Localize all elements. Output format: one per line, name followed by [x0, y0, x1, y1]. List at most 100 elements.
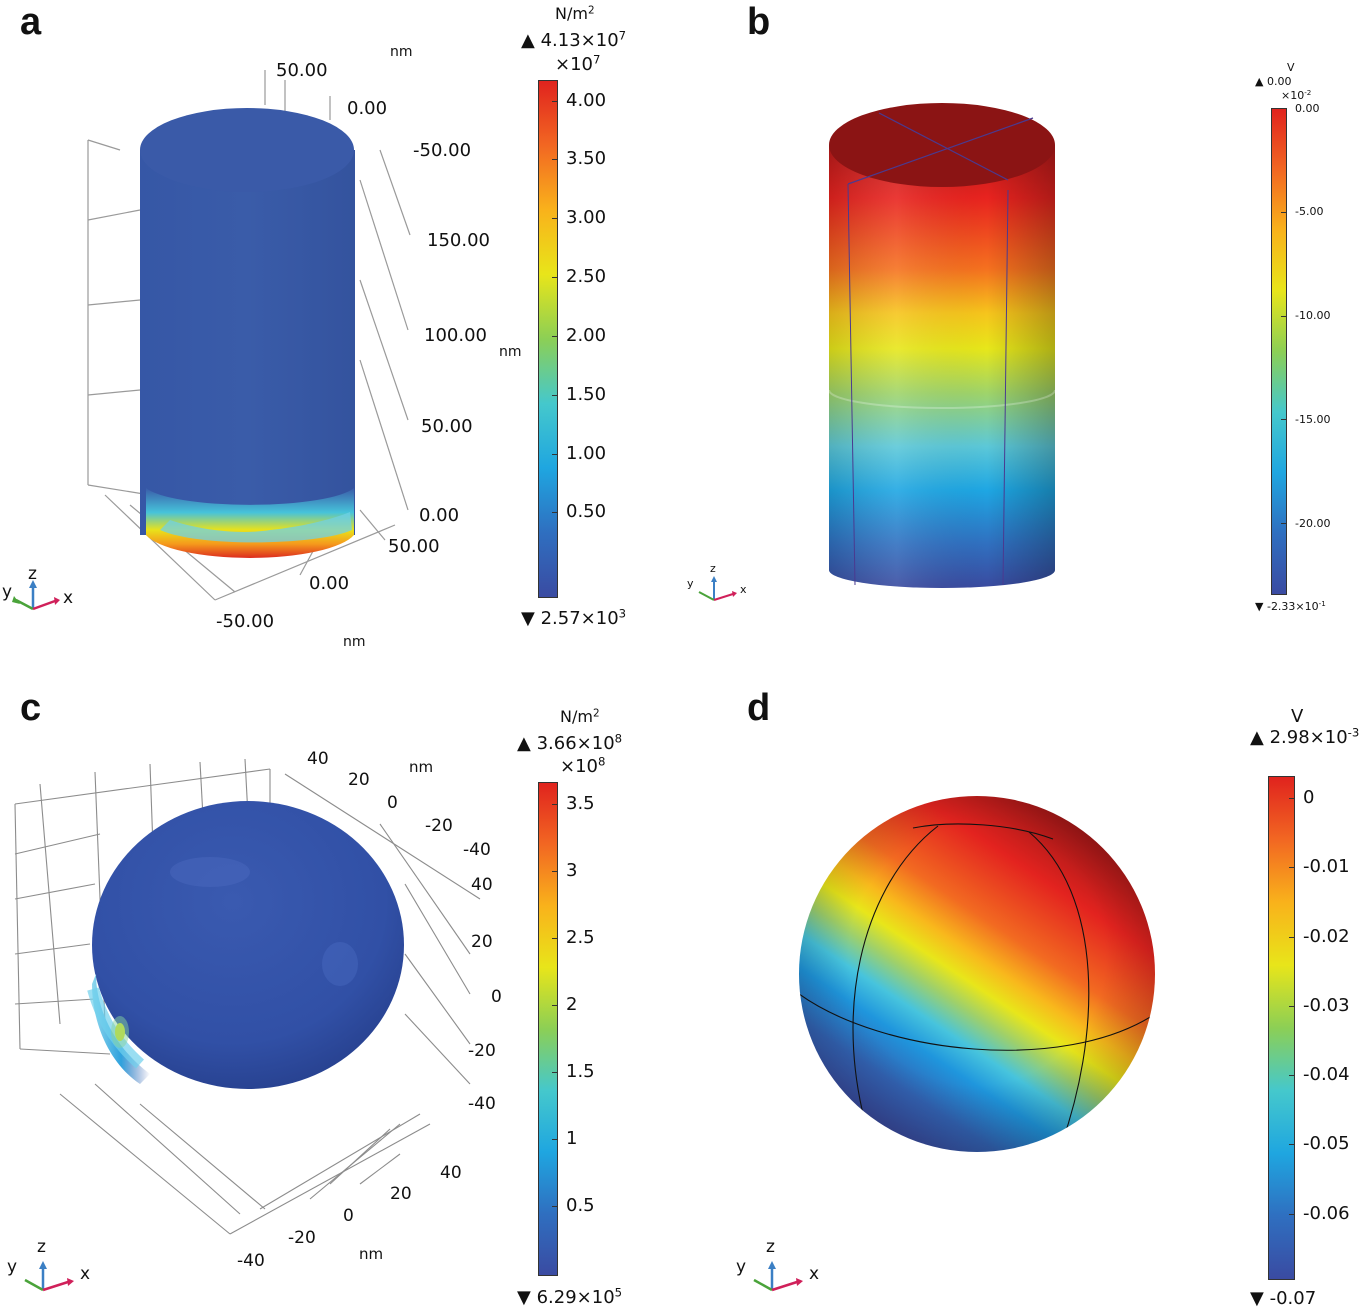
colorbar-tick-label: 2.50 [566, 266, 607, 288]
colorbar-tick-mark [1289, 1075, 1294, 1077]
axis-tick-a: 0.00 [419, 505, 460, 526]
colorbar-tick-label: 1.5 [566, 1060, 595, 1082]
colorbar-tick-label: -20.00 [1295, 516, 1331, 530]
triad-label-y-c: y [7, 1257, 18, 1277]
axis-tick-c: -20 [288, 1228, 316, 1248]
colorbar-tick-mark [552, 277, 557, 279]
colorbar-tick-mark [1289, 936, 1294, 938]
colorbar-tick-mark [552, 1138, 557, 1140]
colorbar-tick-mark [552, 218, 557, 220]
colorbar-tick-mark [1289, 798, 1294, 800]
axis-tick-a: 50.00 [388, 536, 440, 557]
cylinder-b [828, 103, 1056, 588]
min-triangle-icon: ▼ [1250, 1288, 1264, 1308]
panel-a: a [0, 0, 683, 654]
sphere-c [87, 801, 404, 1089]
axis-unit-bottom-c: nm [359, 1245, 384, 1263]
colorbar-b [1271, 108, 1287, 595]
sphere-plot-c [14, 758, 481, 1292]
cylinder-a [140, 108, 355, 558]
colorbar-max-d: ▲ 2.98×10-3 [1250, 725, 1360, 748]
triad-label-z-d: z [766, 1237, 775, 1257]
axis-tick-a: 50.00 [276, 60, 328, 81]
colorbar-d [1268, 776, 1295, 1280]
colorbar-tick-label: -10.00 [1295, 309, 1331, 323]
colorbar-tick-mark [552, 100, 557, 102]
axis-tick-c: 40 [307, 749, 329, 769]
axis-tick-c: -40 [463, 840, 491, 860]
axis-tick-a: 100.00 [424, 325, 487, 346]
axis-tick-a: -50.00 [413, 140, 472, 161]
triad-label-y-b: y [687, 577, 694, 590]
axis-tick-c: -40 [237, 1251, 265, 1271]
panel-letter-d: d [747, 687, 771, 729]
triad-label-z-b: z [710, 562, 716, 575]
triad-label-x-d: x [809, 1264, 820, 1284]
axes-grid-a [87, 70, 411, 601]
triad-label-x-a: x [63, 588, 74, 608]
axis-tick-c: 20 [348, 770, 370, 790]
max-triangle-icon: ▲ [521, 30, 535, 51]
colorbar-tick-label: 3.5 [566, 792, 595, 814]
colorbar-tick-label: -0.06 [1303, 1202, 1350, 1224]
colorbar-tick-label: 4.00 [566, 89, 607, 111]
min-triangle-icon: ▼ [1255, 600, 1264, 613]
colorbar-min-a: ▼ 2.57×103 [521, 606, 627, 629]
colorbar-tick-mark [1289, 1144, 1294, 1146]
axis-triad-c [24, 1261, 74, 1292]
colorbar-tick-mark [552, 870, 557, 872]
axis-tick-c: 0 [343, 1206, 354, 1226]
colorbar-c [538, 782, 558, 1276]
colorbar-tick-label: 3 [566, 859, 578, 881]
colorbar-tick-label: -0.03 [1303, 994, 1350, 1016]
max-triangle-icon: ▲ [517, 733, 531, 754]
colorbar-tick-label: 2.5 [566, 926, 595, 948]
colorbar-scale-c: ×108 [560, 754, 606, 777]
triad-label-z-c: z [37, 1237, 46, 1257]
colorbar-unit-a: N/m2 [555, 4, 595, 23]
axis-tick-a: 150.00 [427, 230, 490, 251]
colorbar-tick-label: 3.50 [566, 148, 607, 170]
axis-unit-bottom-a: nm [343, 634, 366, 650]
axis-tick-c: -20 [468, 1041, 496, 1061]
axis-tick-c: -20 [425, 816, 453, 836]
axis-tick-a: 50.00 [421, 416, 473, 437]
colorbar-tick-label: -15.00 [1295, 412, 1331, 426]
panel-b: b [683, 0, 1367, 654]
sphere-d [799, 796, 1155, 1152]
colorbar-min-d: ▼ -0.07 [1250, 1288, 1317, 1308]
colorbar-tick-mark [552, 1205, 557, 1207]
min-triangle-icon: ▼ [517, 1287, 531, 1308]
cylinder-plot-a [12, 70, 411, 611]
colorbar-scale-b: ×10-2 [1281, 88, 1312, 102]
colorbar-tick-label: 0.00 [1295, 101, 1320, 115]
min-triangle-icon: ▼ [521, 608, 535, 629]
axis-tick-a: 0.00 [309, 573, 350, 594]
axis-unit-top-a: nm [390, 44, 413, 60]
colorbar-max-a: ▲ 4.13×107 [521, 28, 627, 51]
colorbar-tick-label: 1.50 [566, 383, 607, 405]
panel-letter-c: c [20, 687, 42, 729]
colorbar-unit-b: V [1287, 61, 1295, 74]
axis-tick-c: 0 [491, 987, 502, 1007]
colorbar-tick-label: 0 [1303, 787, 1315, 809]
colorbar-tick-mark [1289, 1213, 1294, 1215]
colorbar-tick-label: -0.04 [1303, 1064, 1350, 1086]
colorbar-tick-mark [552, 159, 557, 161]
axis-tick-c: 20 [390, 1184, 412, 1204]
colorbar-unit-c: N/m2 [560, 707, 600, 726]
sphere-plot-d [753, 796, 1155, 1292]
colorbar-tick-label: 0.5 [566, 1194, 595, 1216]
axis-triad-a [12, 580, 60, 611]
colorbar-scale-a: ×107 [555, 52, 601, 75]
colorbar-tick-mark [1281, 108, 1286, 109]
panel-c: c [0, 654, 683, 1308]
triad-label-y-a: y [2, 582, 13, 602]
colorbar-tick-mark [552, 335, 557, 337]
axis-tick-c: -40 [468, 1094, 496, 1114]
colorbar-tick-label: -0.05 [1303, 1133, 1350, 1155]
colorbar-max-b: ▲ 0.00 [1255, 75, 1292, 88]
cylinder-plot-b [698, 103, 1056, 601]
colorbar-tick-mark [552, 394, 557, 396]
colorbar-tick-mark [552, 453, 557, 455]
